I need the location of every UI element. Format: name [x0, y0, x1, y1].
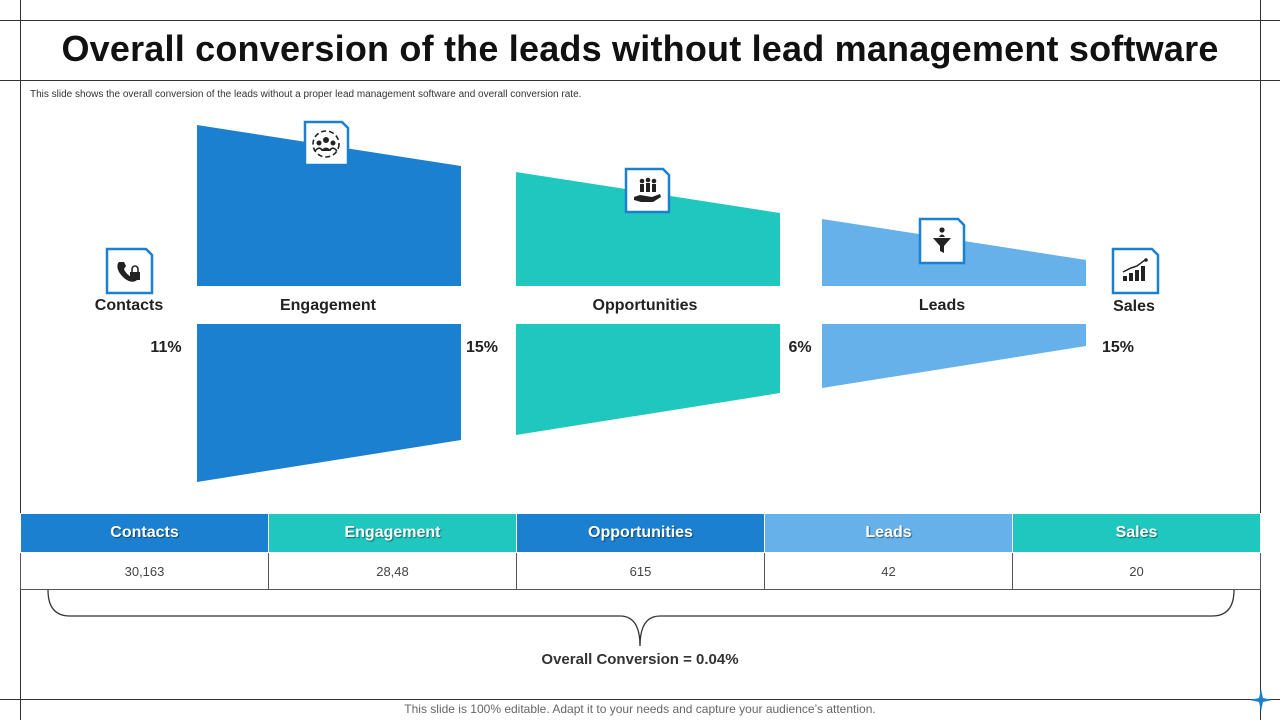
table-header-opportunities: Opportunities: [516, 513, 765, 553]
overall-conversion: Overall Conversion = 0.04%: [541, 651, 739, 668]
table-header-row: Contacts Engagement Opportunities Leads …: [20, 513, 1261, 553]
conversion-rate-contacts: 11%: [150, 339, 181, 356]
stage-label-leads: Leads: [919, 297, 965, 314]
engagement-lower-shape: [197, 324, 461, 482]
footer-note: This slide is 100% editable. Adapt it to…: [404, 702, 876, 716]
contacts-icon-tile: [105, 247, 154, 295]
page-title: Overall conversion of the leads without …: [61, 28, 1219, 69]
frame-left-line: [20, 0, 21, 720]
engagement-icon-tile: [303, 120, 350, 167]
team-network-icon: [312, 130, 340, 158]
opportunities-upper-shape: [516, 172, 780, 286]
phone-lock-icon: [117, 262, 140, 282]
leads-lower-shape: [822, 324, 1086, 388]
frame-right-line: [1260, 0, 1261, 720]
table-value-sales: 20: [1012, 552, 1261, 590]
hand-people-icon: [634, 177, 661, 202]
conversion-rate-leads: 15%: [1102, 339, 1134, 356]
table-header-sales: Sales: [1012, 513, 1261, 553]
funnel-user-icon: [933, 227, 951, 253]
conversion-rate-engagement: 15%: [466, 339, 498, 356]
sparkle-icon: [1250, 689, 1272, 711]
frame-bottom-line: [0, 699, 1280, 700]
stage-label-opportunities: Opportunities: [593, 297, 698, 314]
table-value-contacts: 30,163: [20, 552, 269, 590]
table-value-opportunities: 615: [516, 552, 765, 590]
leads-icon-tile: [918, 217, 966, 265]
table-value-leads: 42: [764, 552, 1013, 590]
summary-brace: [47, 589, 1235, 647]
conversion-rate-opportunities: 6%: [788, 339, 811, 356]
engagement-upper-shape: [197, 125, 461, 286]
table-header-contacts: Contacts: [20, 513, 269, 553]
table-value-engagement: 28,48: [268, 552, 517, 590]
frame-title-line: [0, 80, 1280, 81]
sales-icon-tile: [1111, 247, 1160, 295]
funnel-data-table: Contacts Engagement Opportunities Leads …: [20, 513, 1261, 590]
stage-label-engagement: Engagement: [280, 297, 377, 314]
growth-chart-icon: [1122, 258, 1148, 281]
page-subtitle: This slide shows the overall conversion …: [30, 89, 582, 100]
stage-label-sales: Sales: [1113, 298, 1155, 315]
stage-label-contacts: Contacts: [95, 297, 164, 314]
table-header-engagement: Engagement: [268, 513, 517, 553]
frame-top-line: [0, 20, 1280, 21]
opportunities-icon-tile: [624, 167, 671, 214]
table-row: 30,163 28,48 615 42 20: [20, 552, 1261, 590]
opportunities-lower-shape: [516, 324, 780, 435]
table-header-leads: Leads: [764, 513, 1013, 553]
